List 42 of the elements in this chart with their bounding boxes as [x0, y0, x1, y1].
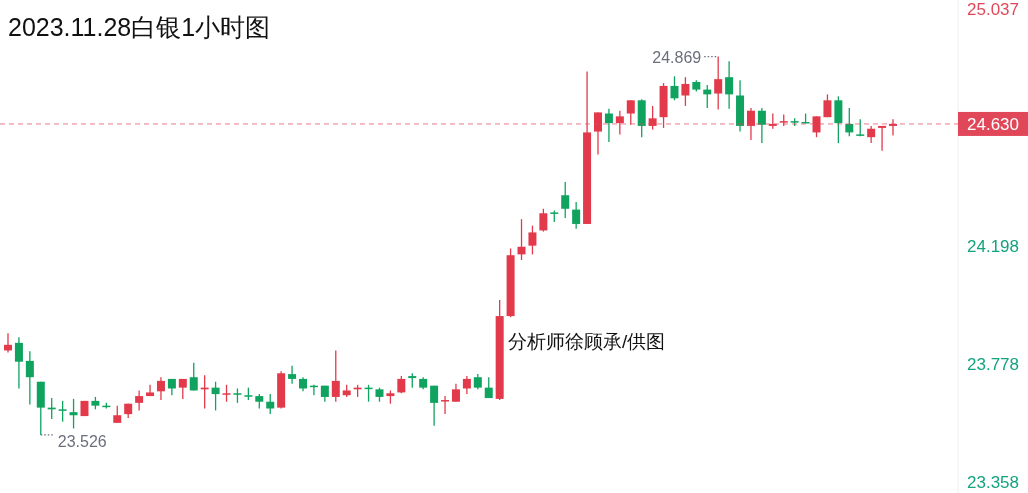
candlestick	[594, 111, 602, 156]
candlestick	[69, 398, 78, 430]
candlestick	[58, 400, 67, 423]
candlestick	[539, 208, 548, 233]
candlestick	[14, 336, 23, 390]
annotation: 分析师徐顾承/供图	[508, 331, 666, 352]
candlestick	[746, 107, 755, 141]
candlestick	[812, 115, 821, 138]
candlestick	[211, 381, 220, 412]
y-tick-label: 23.778	[967, 354, 1019, 374]
candlestick	[135, 389, 144, 412]
y-tick-label: 25.037	[967, 0, 1019, 20]
candlestick	[189, 362, 198, 392]
candlestick	[528, 225, 537, 256]
candlestick	[156, 376, 165, 401]
candlestick	[714, 55, 723, 111]
candlestick	[517, 218, 526, 261]
candlestick	[757, 107, 766, 144]
candlestick	[615, 110, 624, 136]
text: 2023.11.28白银1小时图	[8, 13, 271, 41]
candlestick	[626, 99, 635, 126]
candlestick	[834, 95, 843, 144]
candlestick	[441, 395, 450, 415]
candlestick	[25, 350, 34, 406]
candlestick	[451, 383, 460, 403]
candlestick	[561, 181, 570, 219]
candlestick	[725, 60, 734, 110]
ref-line-label: 24.630	[967, 114, 1019, 134]
annotation: 23.526	[57, 432, 107, 450]
candlestick	[288, 365, 297, 385]
y-tick-label: 23.358	[967, 473, 1019, 493]
candlestick	[146, 384, 155, 397]
candlestick	[681, 76, 690, 107]
candlestick	[670, 75, 679, 101]
candlestick	[878, 125, 887, 152]
candlestick	[462, 375, 471, 395]
annotation: 24.869	[652, 48, 702, 66]
y-tick-label: 24.198	[967, 236, 1019, 256]
candlestick	[430, 385, 439, 427]
candlestick	[331, 349, 340, 403]
candlestick	[604, 108, 613, 143]
candlestick	[572, 201, 581, 230]
